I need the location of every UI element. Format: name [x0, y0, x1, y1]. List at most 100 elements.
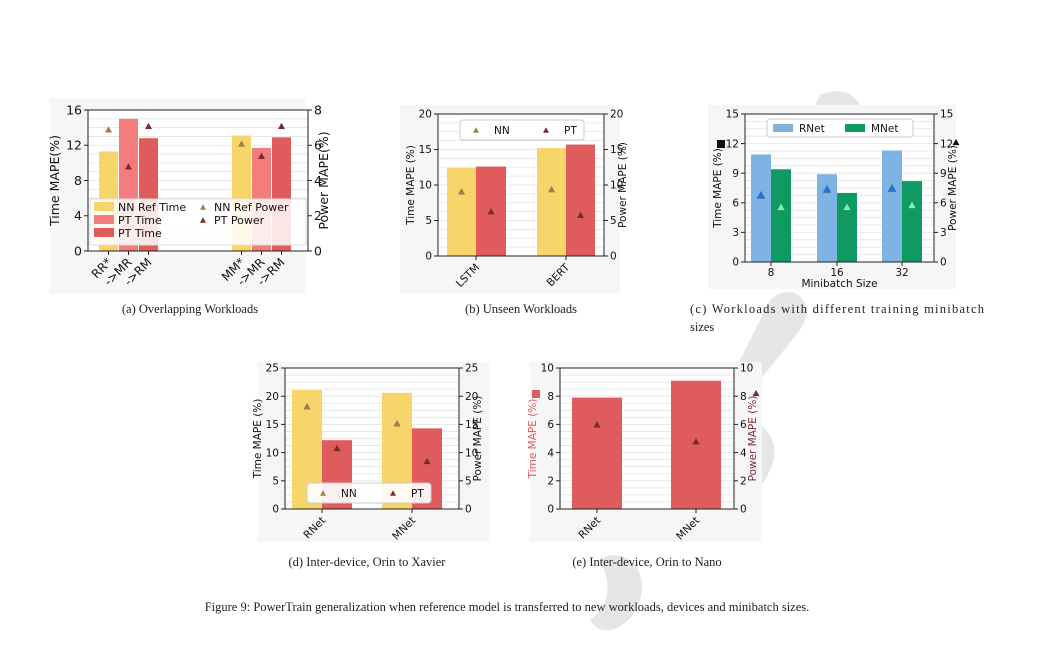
bar	[537, 148, 566, 256]
y-tick-label: 3	[732, 227, 739, 239]
legend-swatch	[845, 124, 865, 132]
legend-box	[459, 119, 585, 141]
y-tick-label: 10	[266, 447, 279, 459]
y-tick-label: 2	[547, 475, 554, 487]
legend-label: PT Power	[214, 214, 265, 227]
legend-marker	[320, 490, 326, 496]
y-axis-label: Time MAPE (%)	[527, 399, 539, 480]
legend: NN PT	[306, 482, 432, 504]
y2-tick-label: 4	[740, 447, 747, 459]
axes-frame	[559, 367, 735, 510]
power-marker	[423, 457, 431, 465]
y-tick-label: 0	[272, 504, 279, 516]
power-marker	[576, 211, 585, 218]
y2-tick-label: 20	[610, 109, 623, 121]
legend-label: NN Ref Time	[118, 201, 186, 214]
power-marker	[105, 126, 112, 133]
y2-tick-label: 10	[465, 447, 478, 459]
y2-axis-label: Power MAPE (%)	[617, 142, 629, 228]
y-tick-label: 4	[74, 208, 82, 223]
y-axis-label: Time MAPE (%)	[405, 145, 417, 226]
y2-tick-label: 25	[465, 363, 478, 375]
y-tick-label: 12	[66, 138, 82, 153]
axis-bar-glyph	[532, 390, 540, 398]
bar	[447, 167, 476, 256]
y2-tick-label: 0	[740, 504, 747, 516]
y2-tick-label: 15	[610, 144, 623, 156]
legend-label: PT Time	[118, 227, 162, 240]
legend-marker	[200, 217, 206, 223]
bar	[771, 169, 791, 262]
y-tick-label: 6	[547, 419, 554, 431]
axis-marker-glyph	[752, 389, 760, 397]
y2-tick-label: 5	[465, 475, 472, 487]
power-marker	[756, 190, 766, 199]
power-marker	[333, 444, 341, 452]
legend-label: PT	[411, 488, 424, 500]
x-tick-label: 8	[768, 267, 775, 279]
y-tick-label: 0	[74, 243, 82, 258]
y2-tick-label: 15	[940, 109, 953, 121]
y2-tick-label: 12	[940, 138, 953, 150]
y2-tick-label: 6	[740, 419, 747, 431]
y2-tick-label: 3	[940, 227, 947, 239]
y-tick-label: 8	[74, 173, 82, 188]
y2-tick-label: 2	[314, 208, 322, 223]
legend-marker	[200, 204, 206, 210]
y-axis-label: Time MAPE(%)	[47, 135, 62, 227]
legend-label: NN Ref Power	[214, 201, 289, 214]
power-marker	[822, 184, 832, 193]
power-marker	[907, 200, 917, 209]
bar	[882, 150, 902, 262]
bar	[671, 380, 721, 509]
chart-c-minibatch-sizes: 0 3 6 9 12 15 0 3 6 9 12 15 8 16 32 Minibatch Size Time …	[690, 105, 985, 334]
y2-tick-label: 6	[940, 197, 947, 209]
axis-bar-glyph	[717, 140, 725, 148]
y2-axis-label: Power MAPE (%)	[747, 396, 759, 482]
y2-tick-label: 8	[314, 102, 322, 117]
y-tick-label: 10	[541, 363, 554, 375]
y-tick-label: 20	[419, 109, 432, 121]
y-tick-label: 6	[732, 197, 739, 209]
y2-tick-label: 9	[940, 168, 947, 180]
chart-caption: (e) Inter-device, Orin to Nano	[572, 555, 721, 569]
legend-label: MNet	[871, 123, 899, 135]
bar	[902, 181, 922, 262]
bar	[817, 174, 837, 262]
legend-marker	[390, 490, 396, 496]
y-axis-label: Time MAPE (%)	[712, 148, 724, 229]
axes-frame	[284, 367, 460, 510]
legend-swatch	[773, 124, 793, 132]
y2-tick-label: 0	[940, 257, 947, 269]
axes-frame	[744, 113, 935, 263]
chart-caption: (d) Inter-device, Orin to Xavier	[289, 555, 447, 569]
legend-swatch	[94, 215, 114, 224]
power-marker	[692, 437, 700, 445]
power-marker	[776, 202, 786, 211]
y2-tick-label: 5	[610, 215, 617, 227]
x-tick-label: 32	[895, 267, 908, 279]
bar	[572, 397, 622, 509]
x-axis-label: Minibatch Size	[801, 278, 877, 290]
chart-caption: (c) Workloads with different training mi…	[690, 302, 985, 316]
y-tick-label: 9	[732, 168, 739, 180]
power-marker	[238, 140, 245, 147]
legend-label: RNet	[799, 123, 825, 135]
y-tick-label: 16	[66, 102, 82, 117]
power-marker	[547, 185, 556, 193]
power-marker	[487, 207, 495, 215]
power-marker	[145, 122, 152, 130]
y2-tick-label: 0	[465, 504, 472, 516]
legend-box	[766, 118, 914, 138]
figure-caption: Figure 9: PowerTrain generalization when…	[205, 600, 810, 614]
y-tick-label: 0	[547, 504, 554, 516]
y-tick-label: 25	[266, 363, 279, 375]
legend-marker	[473, 127, 479, 133]
watermark-shape	[590, 554, 642, 631]
power-marker	[258, 152, 265, 159]
